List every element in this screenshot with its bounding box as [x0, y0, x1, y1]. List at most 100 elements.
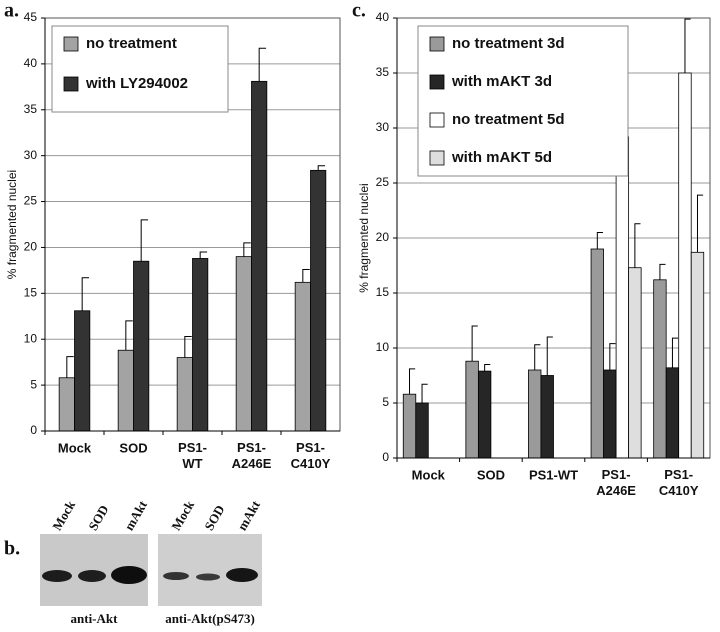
lane-label: SOD	[85, 502, 111, 533]
bar	[415, 402, 429, 459]
error-bar	[659, 263, 666, 280]
lane-label: mAkt	[234, 497, 263, 533]
blot-caption: anti-Akt	[71, 611, 119, 626]
legend-swatch	[429, 74, 445, 90]
panel-label: b.	[4, 538, 20, 560]
x-tick-label: Mock	[58, 440, 92, 455]
x-tick-label: PS1-A246E	[232, 440, 272, 471]
bar	[235, 256, 252, 432]
error-bar	[317, 165, 326, 171]
y-tick-label: 15	[376, 285, 390, 299]
lane-label: mAkt	[121, 497, 150, 533]
error-bar	[546, 336, 553, 376]
bar	[310, 169, 327, 432]
y-tick-label: 10	[376, 340, 390, 354]
y-tick-label: 25	[376, 175, 390, 189]
lane-label: Mock	[168, 497, 197, 533]
legend-box	[51, 25, 229, 113]
y-axis-label: % fragmented nuclei	[5, 170, 19, 279]
legend-swatch	[429, 112, 445, 128]
panel-label: c.	[352, 0, 366, 22]
legend-label: with mAKT 5d	[451, 149, 552, 166]
y-tick-label: 45	[24, 10, 38, 24]
y-axis-label: % fragmented nuclei	[357, 183, 371, 292]
bar	[117, 349, 134, 432]
y-tick-label: 0	[382, 450, 389, 464]
y-tick-label: 30	[24, 148, 38, 162]
x-tick-label: PS1-A246E	[596, 467, 636, 498]
y-tick-label: 40	[376, 10, 390, 24]
error-bar	[199, 251, 208, 259]
lane-label: SOD	[201, 502, 227, 533]
error-bar	[634, 223, 641, 268]
y-tick-label: 15	[24, 286, 38, 300]
bar	[251, 80, 268, 432]
error-bar	[243, 242, 251, 257]
legend-label: no treatment 3d	[452, 35, 565, 52]
x-tick-label: PS1-WT	[178, 440, 207, 471]
panel-label: a.	[4, 0, 19, 22]
bar	[665, 367, 680, 459]
legend-box	[417, 25, 629, 177]
error-bar	[184, 335, 192, 358]
y-tick-label: 30	[376, 120, 390, 134]
legend-label: no treatment	[86, 35, 177, 52]
legend-swatch	[429, 36, 445, 52]
error-bar	[671, 337, 679, 368]
legend-swatch	[63, 36, 79, 52]
error-bar	[534, 344, 541, 370]
error-bar	[696, 194, 704, 253]
x-tick-label: Mock	[412, 467, 446, 482]
bar	[603, 369, 617, 459]
y-tick-label: 25	[24, 194, 38, 208]
bar	[402, 393, 417, 459]
error-bar	[484, 364, 491, 372]
error-bar	[258, 47, 267, 82]
blot-caption: anti-Akt(pS473)	[165, 611, 255, 626]
error-bar	[140, 219, 149, 262]
bar	[133, 260, 150, 432]
x-tick-label: SOD	[477, 467, 505, 482]
y-tick-label: 35	[376, 65, 390, 79]
lane-label: Mock	[49, 497, 78, 533]
x-tick-label: PS1-WT	[529, 467, 578, 482]
error-bar	[421, 383, 428, 403]
y-tick-label: 5	[382, 395, 389, 409]
y-tick-label: 5	[30, 377, 37, 391]
bar	[528, 369, 542, 459]
error-bar	[302, 268, 310, 283]
bar	[628, 267, 642, 459]
bar	[74, 310, 91, 432]
error-bar	[66, 356, 74, 378]
x-tick-label: SOD	[119, 440, 147, 455]
legend-label: with LY294002	[85, 75, 188, 92]
blot-image	[40, 534, 262, 606]
bar	[678, 72, 692, 459]
y-tick-label: 20	[376, 230, 390, 244]
bar	[294, 281, 311, 432]
y-tick-label: 0	[30, 423, 37, 437]
bar	[192, 258, 209, 432]
bar	[176, 357, 193, 432]
y-tick-label: 10	[24, 331, 38, 345]
y-tick-label: 20	[24, 240, 38, 254]
legend-label: with mAKT 3d	[451, 73, 552, 90]
bar	[465, 360, 479, 459]
bar	[615, 136, 630, 459]
y-tick-label: 40	[24, 56, 38, 70]
bar	[590, 248, 604, 459]
y-tick-label: 35	[24, 102, 38, 116]
x-tick-label: PS1-C410Y	[291, 440, 331, 471]
bar	[653, 279, 667, 459]
error-bar	[409, 368, 416, 395]
bar	[690, 251, 705, 459]
error-bar	[684, 18, 691, 73]
legend-label: no treatment 5d	[452, 111, 565, 128]
legend-swatch	[429, 150, 445, 166]
error-bar	[81, 277, 90, 311]
bar	[540, 375, 554, 459]
bar	[477, 370, 492, 459]
bar	[58, 377, 75, 432]
error-bar	[596, 232, 603, 249]
